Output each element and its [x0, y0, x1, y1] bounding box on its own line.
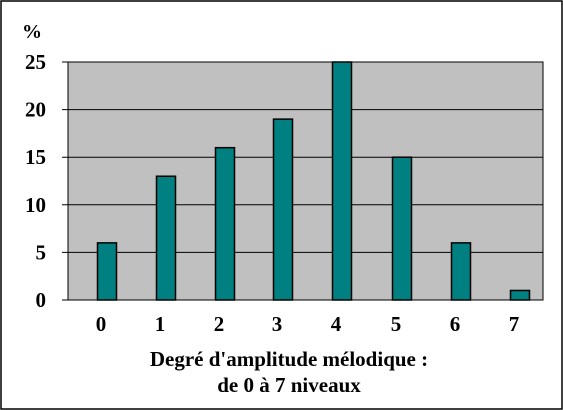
x-tick-label: 6	[450, 312, 461, 336]
bar-1	[155, 175, 177, 301]
bar-7	[509, 289, 531, 301]
x-tick-label: 4	[331, 312, 342, 336]
x-tick-labels: 0 1 2 3 4 5 6 7	[96, 312, 520, 336]
y-tick-label: 0	[36, 288, 47, 312]
bar-2	[214, 146, 236, 301]
x-tick-label: 1	[155, 312, 166, 336]
plot-area	[67, 61, 544, 301]
x-axis-label-line-1: Degré d'amplitude mélodique :	[150, 347, 428, 371]
y-tick-labels: 0 5 10 15 20 25	[25, 50, 46, 312]
y-tick-label: 20	[25, 98, 46, 122]
bar-5	[391, 156, 413, 301]
y-tick-label: 25	[25, 50, 46, 74]
bar-0	[96, 242, 118, 301]
y-tick-label: 5	[36, 240, 47, 264]
x-tick-label: 5	[391, 312, 402, 336]
y-axis-label: %	[22, 21, 42, 43]
y-tick-label: 15	[25, 145, 46, 169]
bar-6	[450, 242, 472, 301]
bar-3	[272, 118, 294, 301]
x-tick-label: 3	[272, 312, 283, 336]
bar-4	[331, 61, 353, 301]
x-tick-label: 0	[96, 312, 107, 336]
y-tick-label: 10	[25, 193, 46, 217]
bars	[96, 61, 531, 301]
x-tick-label: 7	[509, 312, 520, 336]
x-axis-label-line-2: de 0 à 7 niveaux	[217, 373, 361, 397]
x-tick-label: 2	[214, 312, 225, 336]
